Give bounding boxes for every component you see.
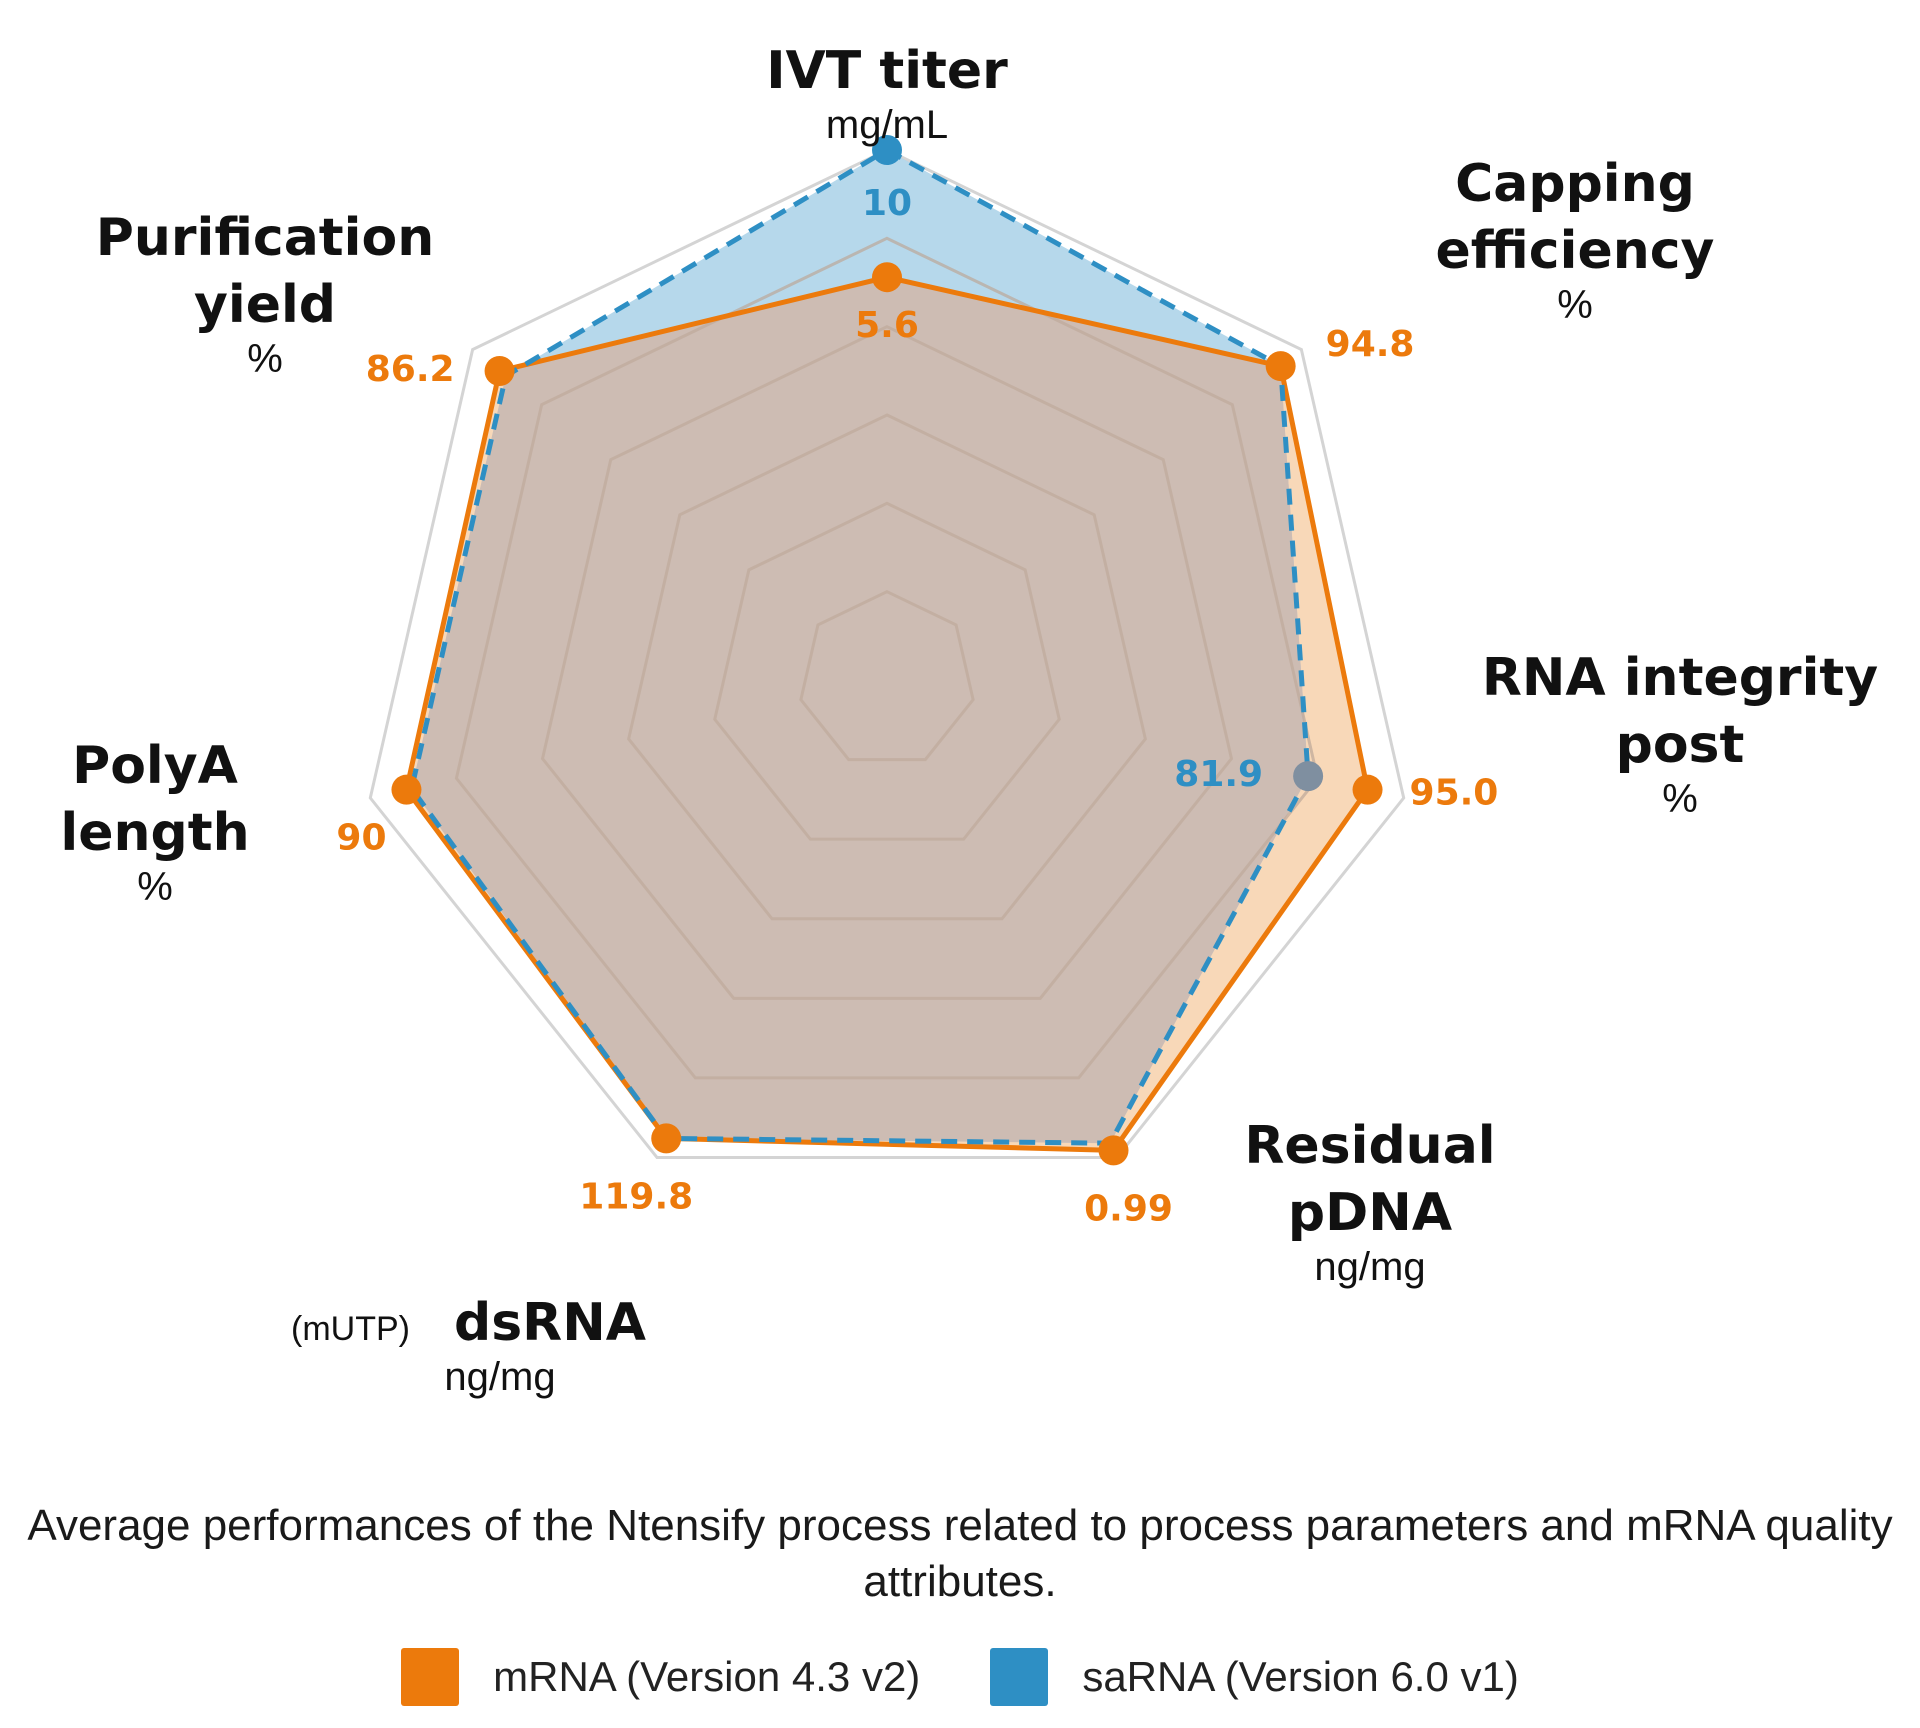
axis-title-3-line-1: pDNA: [1288, 1183, 1452, 1243]
axis-unit-3: ng/mg: [1314, 1245, 1425, 1289]
value-label-mrna-0: 5.6: [855, 305, 919, 346]
grid-ring-inner-4: [540, 325, 1234, 1000]
line-sarna: [409, 147, 1311, 1146]
axis-unit-2: %: [1662, 777, 1698, 821]
point-mrna-5: [391, 774, 422, 805]
grid-ring-6: [368, 148, 1406, 1160]
legend-label-sarna: saRNA (Version 6.0 v1): [1082, 1653, 1519, 1700]
legend-swatch-sarna: [990, 1648, 1049, 1706]
grid-ring-inner-2: [713, 501, 1061, 841]
axis-title-2-line-0: RNA integrity: [1482, 648, 1878, 708]
axis-title-6-line-1: yield: [194, 275, 336, 335]
axis-unit-0: mg/mL: [826, 103, 948, 147]
axis-unit-4: ng/mg: [444, 1355, 555, 1399]
axis-title-5-line-0: PolyA: [72, 736, 238, 796]
area-overlap: [411, 277, 1309, 1144]
chart-caption: Average performances of the Ntensify pro…: [27, 1501, 1893, 1606]
grid-ring-inner-1: [799, 590, 975, 762]
axis-title-6-line-0: Purification: [96, 208, 434, 268]
axis-title-1-line-0: Capping: [1455, 154, 1695, 214]
legend-label-mrna: mRNA (Version 4.3 v2): [493, 1653, 921, 1700]
point-layer: [391, 135, 1383, 1166]
value-label-mrna-1: 94.8: [1326, 324, 1415, 365]
legend-item-mrna: mRNA (Version 4.3 v2): [401, 1648, 920, 1706]
legend-swatch-mrna: [401, 1648, 460, 1706]
legend-item-sarna: saRNA (Version 6.0 v1): [990, 1648, 1519, 1706]
point-mrna-3: [1098, 1135, 1129, 1166]
line-mrna: [403, 274, 1371, 1153]
value-label-sarna-0: 10: [862, 183, 912, 224]
grid-ring-inner-5: [454, 236, 1320, 1080]
point-mrna-4: [651, 1123, 682, 1154]
axis-title-4-line-0: dsRNA: [454, 1293, 646, 1353]
point-sarna-2: [1293, 761, 1324, 792]
value-label-mrna-4: 119.8: [579, 1176, 693, 1217]
axis-title-5-line-1: length: [60, 803, 249, 863]
axis-title-2-line-1: post: [1616, 715, 1745, 775]
label-layer: 5.6 10 94.8 95.0 81.9 0.99 119.8 90 86.2: [336, 183, 1498, 1229]
value-label-mrna-6: 86.2: [366, 349, 455, 390]
axis-prefix-4: (mUTP): [291, 1310, 410, 1348]
value-label-mrna-2: 95.0: [1410, 773, 1499, 814]
axis-title-1-line-1: efficiency: [1436, 221, 1715, 281]
legend: mRNA (Version 4.3 v2) saRNA (Version 6.0…: [0, 1648, 1920, 1706]
value-label-mrna-5: 90: [336, 818, 386, 859]
point-mrna-0: [872, 262, 902, 293]
axis-unit-1: %: [1557, 283, 1593, 327]
axis-unit-6: %: [247, 337, 283, 381]
value-label-sarna-2: 81.9: [1174, 754, 1263, 795]
point-mrna-1: [1265, 351, 1296, 382]
point-mrna-2: [1352, 774, 1383, 805]
axis-unit-5: %: [137, 865, 173, 909]
grid-ring-inner-3: [627, 413, 1147, 921]
line-layer: [403, 147, 1371, 1153]
axis-title-3-line-0: Residual: [1244, 1116, 1495, 1176]
axis-title-0-line-0: IVT titer: [766, 41, 1008, 101]
point-sarna-0: [872, 135, 902, 165]
point-mrna-6: [484, 356, 515, 387]
value-label-mrna-3: 0.99: [1084, 1188, 1173, 1229]
area-layer: [406, 150, 1368, 1151]
